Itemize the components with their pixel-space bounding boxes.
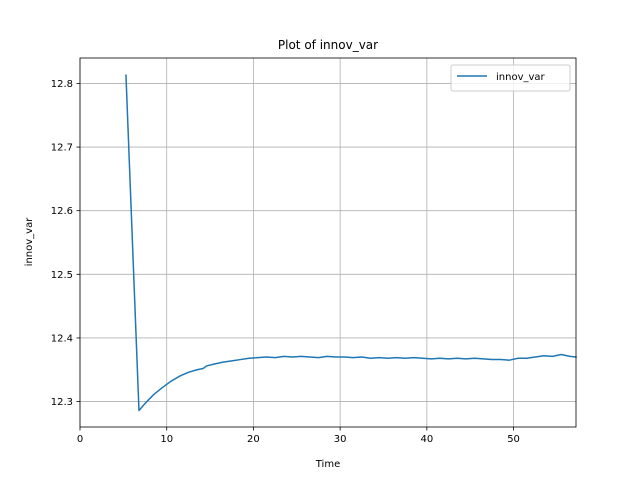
y-tick-label: 12.5 (51, 270, 73, 281)
x-tick-label: 40 (420, 434, 433, 445)
x-tick-label: 0 (77, 434, 83, 445)
y-tick-label: 12.3 (51, 397, 73, 408)
y-axis: 12.3 12.4 12.5 12.6 12.7 12.8 (51, 79, 80, 408)
x-axis: 0 10 20 30 40 50 (77, 427, 520, 445)
y-tick-label: 12.6 (51, 206, 73, 217)
series-line-innov-var (125, 74, 577, 412)
legend-box (450, 64, 571, 92)
series-layer (125, 74, 577, 412)
y-tick-label: 12.8 (51, 79, 73, 90)
grid-lines (79, 58, 576, 427)
x-tick-label: 20 (247, 434, 260, 445)
y-axis-label: innov_var (24, 217, 35, 267)
chart-title: Plot of innov_var (278, 38, 378, 52)
x-tick-label: 30 (334, 434, 347, 445)
y-tick-label: 12.7 (51, 143, 73, 154)
legend: innov_var (450, 64, 571, 92)
plot-frame (79, 57, 577, 428)
x-tick-label: 50 (507, 434, 520, 445)
x-axis-label: Time (315, 459, 340, 470)
plot-background (80, 58, 576, 427)
y-tick-label: 12.4 (51, 333, 73, 344)
x-tick-label: 10 (160, 434, 173, 445)
legend-label-innov-var: innov_var (496, 72, 546, 83)
